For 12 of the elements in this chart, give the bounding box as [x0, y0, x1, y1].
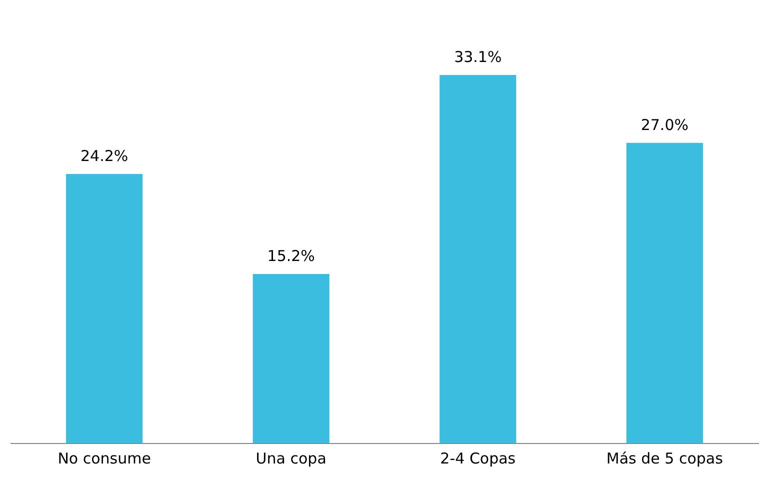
data-label: 24.2%: [80, 146, 128, 165]
bar: [626, 142, 703, 443]
data-label: 27.0%: [640, 116, 689, 134]
data-label: 33.1%: [454, 48, 502, 66]
x-tick-label: Una copa: [256, 450, 326, 468]
bar: [440, 75, 516, 443]
x-tick-label: Más de 5 copas: [606, 450, 724, 468]
data-label: 15.2%: [267, 247, 315, 266]
bar: [252, 274, 330, 443]
x-tick-label: No consume: [58, 450, 151, 468]
x-tick-label: 2-4 Copas: [440, 450, 516, 468]
bar: [66, 174, 143, 443]
